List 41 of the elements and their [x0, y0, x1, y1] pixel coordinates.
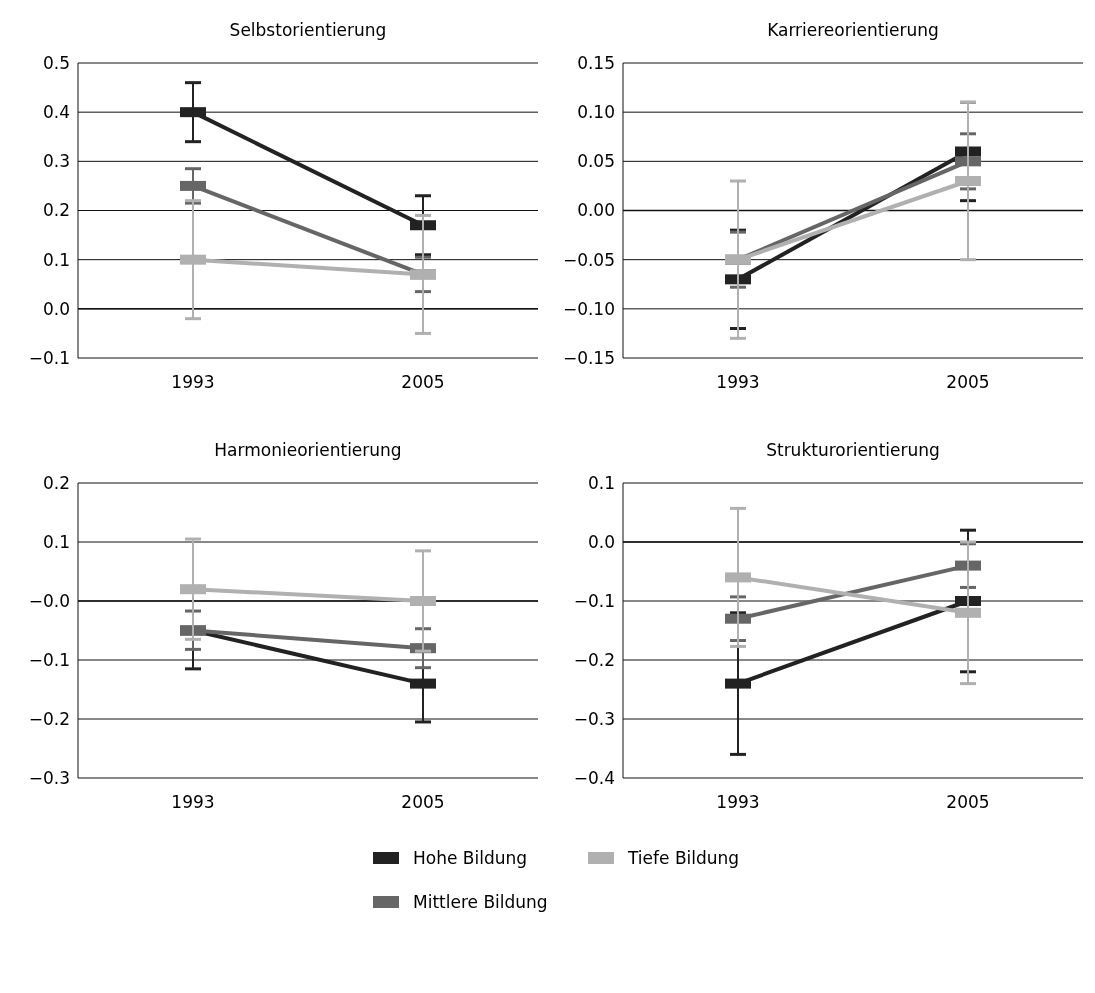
- y-tick-label: 0.1: [587, 472, 615, 493]
- x-tick-label: 1993: [716, 792, 760, 812]
- x-tick-label: 1993: [716, 372, 760, 392]
- y-tick-label: −0.3: [573, 708, 615, 729]
- y-tick-label: 0.05: [577, 151, 615, 172]
- y-tick-label: −0.1: [28, 649, 70, 670]
- legend-label: Mittlere Bildung: [413, 891, 548, 912]
- y-tick-label: 0.15: [577, 52, 615, 73]
- x-tick-label: 2005: [401, 792, 445, 812]
- chart-title: Harmonieorientierung: [214, 440, 402, 460]
- y-tick-label: −0.1: [28, 347, 70, 368]
- y-tick-label: −0.2: [28, 708, 70, 729]
- y-tick-label: −0.4: [573, 767, 615, 788]
- y-tick-label: 0.2: [42, 472, 70, 493]
- x-tick-label: 2005: [401, 372, 445, 392]
- legend-label: Hohe Bildung: [413, 847, 528, 868]
- y-tick-label: −0.10: [562, 298, 615, 319]
- y-tick-label: −0.3: [28, 767, 70, 788]
- y-tick-label: −0.2: [573, 649, 615, 670]
- y-tick-label: 0.1: [42, 249, 70, 270]
- y-tick-label: 0.1: [42, 531, 70, 552]
- y-tick-label: −0.05: [562, 249, 615, 270]
- x-tick-label: 2005: [946, 792, 990, 812]
- y-tick-label: 0.4: [42, 102, 70, 123]
- y-tick-label: 0.00: [577, 200, 615, 221]
- x-tick-label: 2005: [946, 372, 990, 392]
- y-tick-label: 0.0: [587, 531, 615, 552]
- y-tick-label: 0.3: [42, 151, 70, 172]
- y-tick-label: 0.5: [42, 52, 70, 73]
- y-tick-label: 0.0: [42, 298, 70, 319]
- x-tick-label: 1993: [171, 372, 215, 392]
- y-tick-label: −0.0: [28, 590, 70, 611]
- y-tick-label: 0.2: [42, 200, 70, 221]
- y-tick-label: 0.10: [577, 102, 615, 123]
- legend-label: Tiefe Bildung: [627, 847, 740, 868]
- chart-title: Selbstorientierung: [229, 20, 387, 40]
- chart-title: Karriereorientierung: [767, 20, 939, 40]
- y-tick-label: −0.15: [562, 347, 615, 368]
- chart-title: Strukturorientierung: [766, 440, 940, 460]
- y-tick-label: −0.1: [573, 590, 615, 611]
- x-tick-label: 1993: [171, 792, 215, 812]
